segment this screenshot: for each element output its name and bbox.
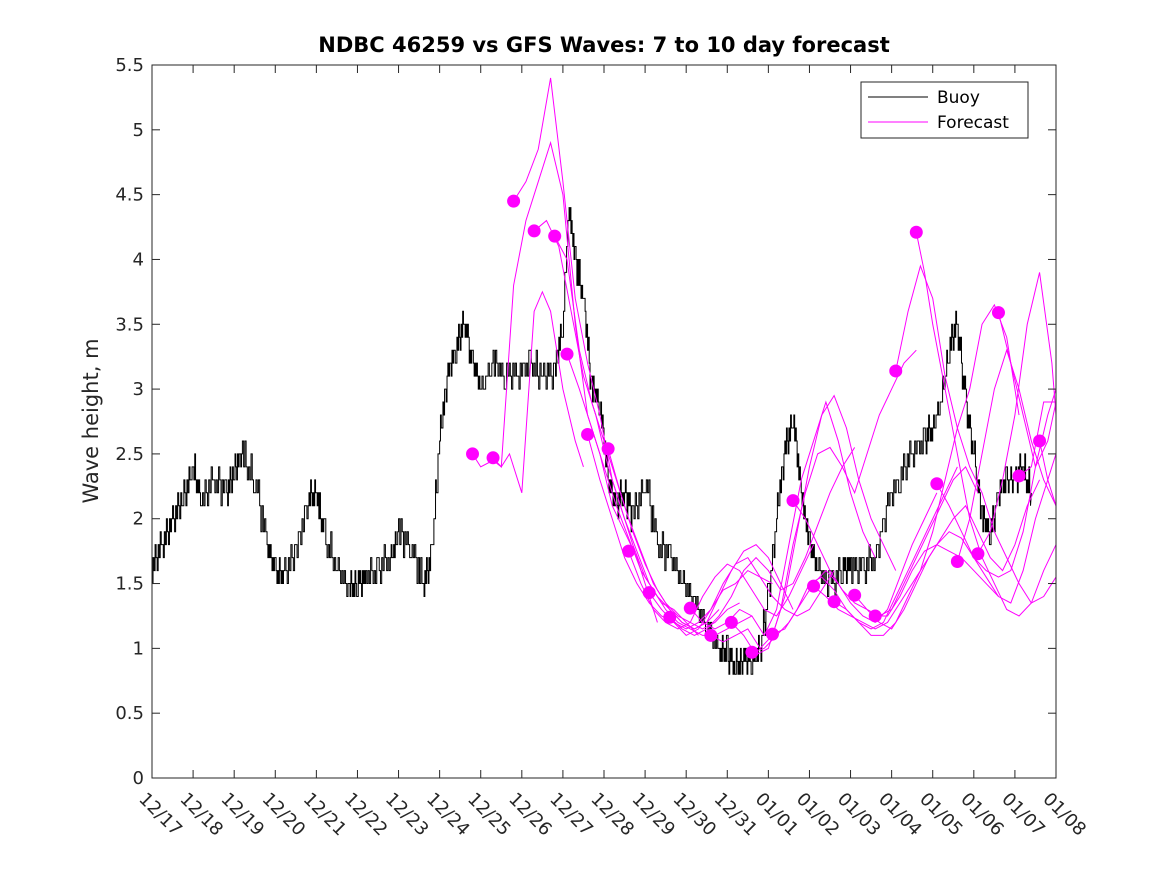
forecast-marker bbox=[765, 627, 779, 641]
x-tick-label: 12/24 bbox=[422, 789, 474, 841]
forecast-marker bbox=[827, 595, 841, 609]
x-tick-label: 12/28 bbox=[586, 789, 638, 841]
x-tick-label: 01/08 bbox=[1038, 789, 1090, 841]
x-tick-label: 12/17 bbox=[134, 789, 186, 841]
y-tick-label: 1.5 bbox=[115, 574, 144, 595]
x-tick-label: 12/25 bbox=[463, 789, 515, 841]
x-tick-label: 12/23 bbox=[381, 789, 433, 841]
forecast-series-line bbox=[533, 219, 720, 630]
y-tick-label: 4.5 bbox=[115, 185, 144, 206]
forecast-marker bbox=[486, 451, 500, 465]
forecast-series-line bbox=[628, 544, 815, 630]
forecast-series-line bbox=[977, 272, 1057, 554]
x-tick-label: 01/05 bbox=[915, 789, 967, 841]
forecast-marker bbox=[889, 364, 903, 378]
forecast-marker bbox=[745, 645, 759, 659]
forecast-series-line bbox=[854, 479, 1041, 630]
forecast-marker bbox=[950, 555, 964, 569]
forecast-series-line bbox=[956, 348, 1057, 562]
forecast-series-line bbox=[997, 312, 1057, 469]
x-tick-label: 12/21 bbox=[299, 789, 351, 841]
forecast-series-line bbox=[648, 556, 835, 637]
x-tick-label: 01/07 bbox=[997, 789, 1049, 841]
forecast-series-line bbox=[895, 264, 1057, 604]
x-tick-label: 12/31 bbox=[710, 789, 762, 841]
forecast-series-line bbox=[1039, 440, 1057, 506]
forecast-marker bbox=[548, 229, 562, 243]
y-tick-label: 5.5 bbox=[115, 55, 144, 76]
y-tick-label: 0.5 bbox=[115, 703, 144, 724]
y-tick-label: 5 bbox=[133, 120, 144, 141]
forecast-series-line bbox=[936, 388, 1057, 578]
buoy-series-line bbox=[152, 207, 1032, 675]
forecast-marker bbox=[466, 447, 480, 461]
legend-box bbox=[860, 81, 1029, 139]
forecast-series-line bbox=[813, 531, 999, 630]
y-tick-label: 4 bbox=[133, 249, 144, 270]
forecast-series-line bbox=[875, 453, 1057, 617]
forecast-marker bbox=[848, 588, 862, 602]
x-tick-label: 12/27 bbox=[545, 789, 597, 841]
forecast-series-line bbox=[751, 492, 938, 653]
x-tick-label: 12/18 bbox=[176, 789, 228, 841]
x-tick-label: 01/03 bbox=[833, 789, 885, 841]
x-tick-label: 01/02 bbox=[792, 789, 844, 841]
y-tick-label: 2 bbox=[133, 509, 144, 530]
forecast-marker bbox=[704, 628, 718, 642]
x-tick-label: 01/04 bbox=[874, 789, 926, 841]
forecast-marker bbox=[1033, 434, 1047, 448]
forecast-marker bbox=[724, 615, 738, 629]
forecast-marker bbox=[683, 601, 697, 615]
forecast-series-line bbox=[792, 466, 979, 617]
forecast-series-line bbox=[731, 349, 917, 656]
x-tick-label: 12/22 bbox=[340, 789, 392, 841]
legend-forecast-label: Forecast bbox=[937, 113, 1009, 133]
forecast-marker bbox=[581, 427, 595, 441]
forecast-marker bbox=[622, 544, 636, 558]
forecast-series-line bbox=[833, 303, 1020, 636]
chart-title: NDBC 46259 vs GFS Waves: 7 to 10 day for… bbox=[318, 33, 889, 57]
x-tick-label: 12/26 bbox=[504, 789, 556, 841]
legend-buoy-label: Buoy bbox=[937, 88, 980, 108]
forecast-marker bbox=[560, 347, 574, 361]
axes-box bbox=[151, 64, 1057, 779]
y-tick-label: 0 bbox=[133, 768, 144, 789]
plot-area bbox=[152, 77, 1057, 675]
forecast-series-line bbox=[689, 400, 876, 637]
forecast-marker bbox=[663, 610, 677, 624]
x-tick-label: 01/01 bbox=[751, 789, 803, 841]
forecast-marker bbox=[971, 547, 985, 561]
x-tick-label: 12/19 bbox=[217, 789, 269, 841]
y-tick-label: 2.5 bbox=[115, 444, 144, 465]
forecast-marker bbox=[1012, 469, 1026, 483]
x-tick-label: 01/06 bbox=[956, 789, 1008, 841]
forecast-series-line bbox=[587, 434, 773, 630]
x-tick-label: 12/20 bbox=[258, 789, 310, 841]
forecast-series-line bbox=[669, 447, 856, 636]
forecast-series-line bbox=[1018, 401, 1056, 477]
forecast-marker bbox=[527, 224, 541, 238]
forecast-marker bbox=[786, 494, 800, 508]
forecast-series-line bbox=[566, 353, 753, 636]
forecast-marker bbox=[807, 579, 821, 593]
y-tick-label: 3.5 bbox=[115, 314, 144, 335]
forecast-series-line bbox=[772, 466, 958, 635]
x-tick-label: 12/29 bbox=[628, 789, 680, 841]
forecast-marker bbox=[642, 586, 656, 600]
x-tick-label: 12/30 bbox=[669, 789, 721, 841]
forecast-marker bbox=[868, 609, 882, 623]
forecast-marker bbox=[991, 306, 1005, 320]
y-tick-label: 1 bbox=[133, 638, 144, 659]
forecast-marker bbox=[507, 194, 521, 208]
legend: Buoy Forecast bbox=[860, 81, 1029, 139]
y-tick-label: 3 bbox=[133, 379, 144, 400]
forecast-marker bbox=[930, 477, 944, 491]
forecast-marker bbox=[909, 225, 923, 239]
forecast-marker bbox=[601, 442, 615, 456]
y-axis-label: Wave height, m bbox=[79, 338, 103, 503]
